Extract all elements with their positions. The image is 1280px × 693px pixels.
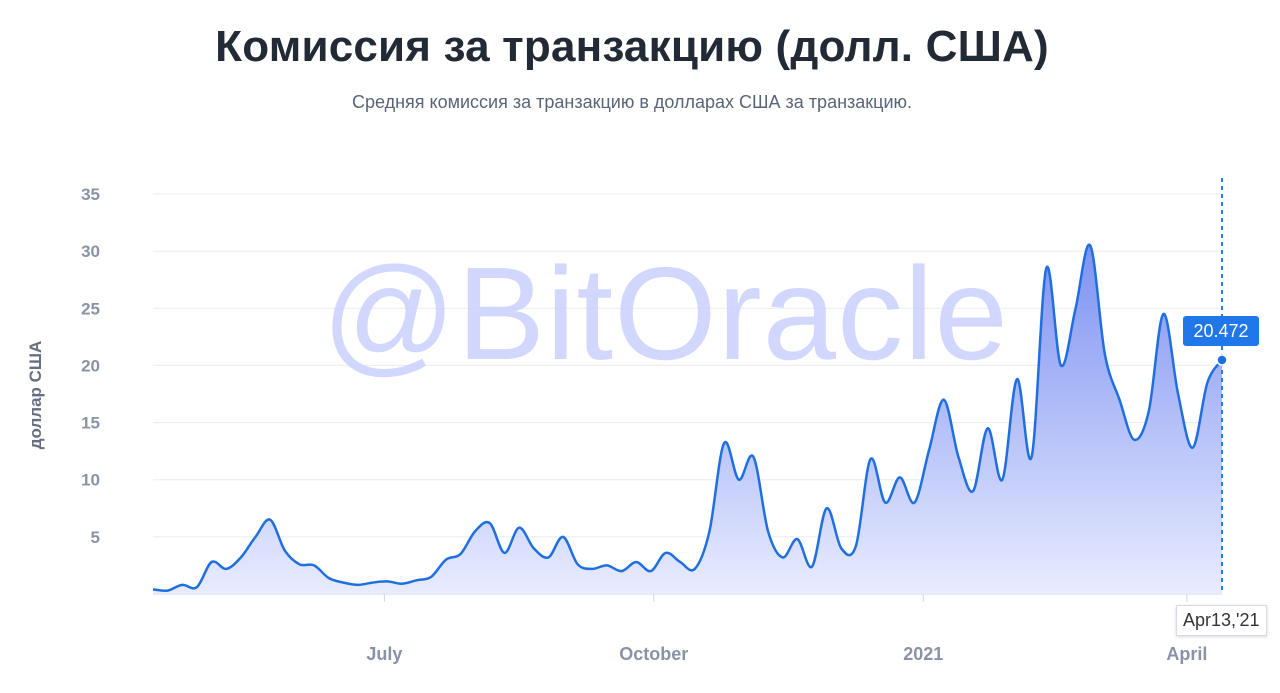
x-tick-label: October	[619, 644, 688, 664]
value-tooltip: 20.472	[1183, 316, 1259, 346]
y-tick-label: 5	[91, 528, 100, 547]
date-tooltip: Apr13,'21	[1176, 605, 1267, 636]
x-axis-ticks: July October 2021 April	[366, 594, 1207, 664]
y-tick-label: 10	[81, 471, 100, 490]
y-tick-label: 25	[81, 299, 100, 318]
y-tick-label: 30	[81, 242, 100, 261]
hover-point	[1216, 354, 1228, 366]
chart-title: Комиссия за транзакцию (долл. США)	[215, 22, 1049, 71]
y-tick-label: 35	[81, 185, 100, 204]
fee-area-fill	[153, 244, 1222, 594]
fee-line	[152, 243, 1224, 593]
y-tick-label: 20	[81, 356, 100, 375]
x-tick-label: 2021	[903, 644, 943, 664]
chart-subtitle: Средняя комиссия за транзакцию в доллара…	[351, 92, 913, 112]
watermark: @BitOracle	[322, 240, 1009, 387]
x-tick-label: July	[366, 644, 402, 664]
y-tick-label: 15	[81, 414, 100, 433]
y-axis-ticks: 5 10 15 20 25 30 35	[81, 185, 100, 547]
x-tick-label: April	[1166, 644, 1207, 664]
